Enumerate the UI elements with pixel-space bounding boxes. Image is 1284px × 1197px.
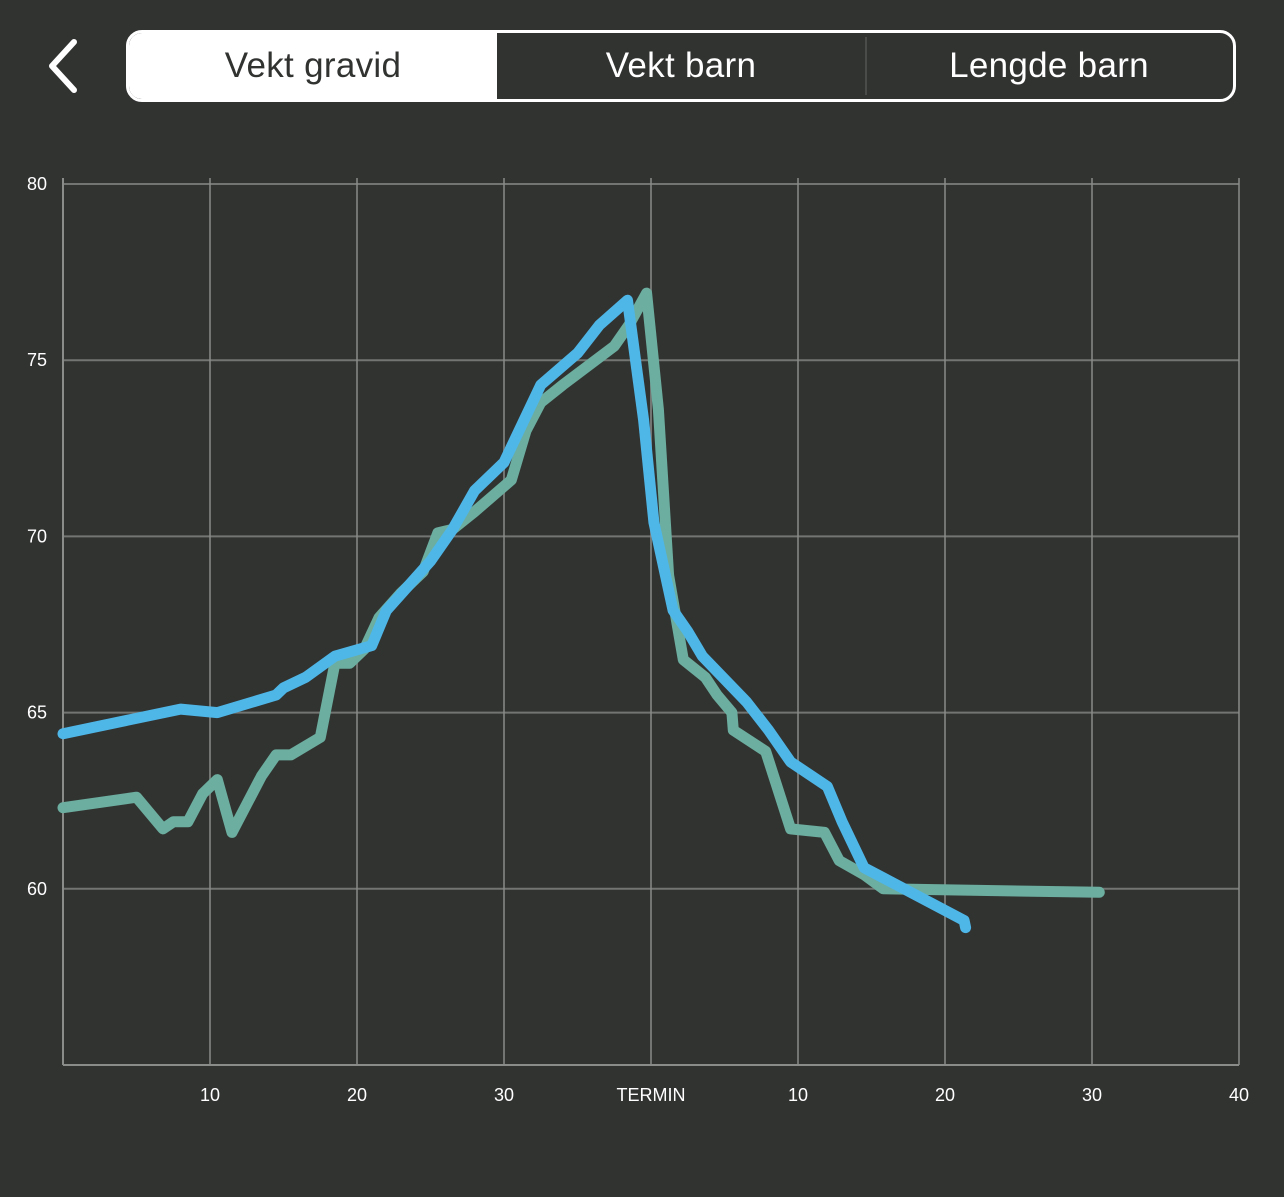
- x-tick-label: TERMIN: [617, 1085, 686, 1105]
- x-tick-label: 20: [347, 1085, 367, 1105]
- chart-tick-labels: 10 20 30 TERMIN 10 20 30 40 60 65 70 75 80: [27, 174, 1249, 1105]
- y-tick-label: 80: [27, 174, 47, 194]
- tab-vekt-gravid[interactable]: Vekt gravid: [129, 33, 497, 99]
- x-tick-label: 30: [1082, 1085, 1102, 1105]
- chart-grid: [63, 178, 1240, 1065]
- tab-lengde-barn[interactable]: Lengde barn: [865, 33, 1233, 99]
- y-tick-label: 70: [27, 526, 47, 546]
- chart-axes: [62, 178, 1239, 1066]
- x-tick-label: 20: [935, 1085, 955, 1105]
- y-tick-label: 65: [27, 703, 47, 723]
- segmented-control: Vekt gravid Vekt barn Lengde barn: [126, 30, 1236, 102]
- chevron-left-icon: [49, 39, 77, 93]
- weight-chart: 10 20 30 TERMIN 10 20 30 40 60 65 70 75 80: [0, 150, 1284, 1130]
- x-tick-label: 10: [788, 1085, 808, 1105]
- series-line-1: [57, 287, 1105, 898]
- series-line-0: [57, 294, 972, 934]
- y-tick-label: 75: [27, 350, 47, 370]
- back-button[interactable]: [36, 34, 96, 98]
- chart-series: [57, 287, 1105, 934]
- x-tick-label: 30: [494, 1085, 514, 1105]
- y-tick-label: 60: [27, 879, 47, 899]
- x-tick-label: 10: [200, 1085, 220, 1105]
- chart-svg: 10 20 30 TERMIN 10 20 30 40 60 65 70 75 80: [27, 174, 1249, 1105]
- x-tick-label: 40: [1229, 1085, 1249, 1105]
- tab-vekt-barn[interactable]: Vekt barn: [605, 46, 757, 85]
